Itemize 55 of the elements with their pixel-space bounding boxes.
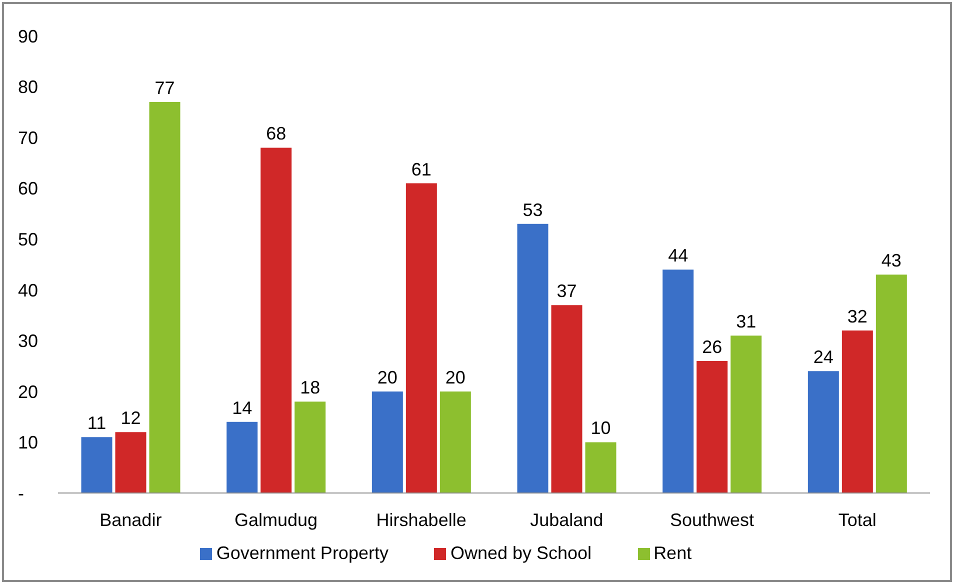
data-label: 44 <box>668 246 688 266</box>
data-label: 77 <box>154 78 175 98</box>
bar <box>730 336 762 493</box>
bar <box>662 270 694 493</box>
y-tick-label: 60 <box>18 178 38 199</box>
y-tick-label: 30 <box>18 331 38 352</box>
legend-label: Rent <box>654 543 692 563</box>
bar <box>81 437 112 493</box>
data-label: 18 <box>300 378 320 398</box>
x-tick-label: Southwest <box>670 510 754 530</box>
bar <box>149 102 180 493</box>
y-tick-label: 50 <box>18 230 38 250</box>
bar <box>551 305 582 493</box>
y-tick-label: 40 <box>18 280 38 300</box>
data-label: 53 <box>522 200 543 220</box>
bar <box>842 330 873 493</box>
data-label: 12 <box>120 408 141 428</box>
bar <box>226 422 258 493</box>
y-tick-label: 90 <box>18 26 38 46</box>
bar <box>294 402 326 493</box>
data-label: 24 <box>813 347 834 368</box>
bar <box>115 432 146 493</box>
x-tick-label: Total <box>838 510 876 530</box>
y-tick-label: 10 <box>18 432 38 453</box>
data-label: 14 <box>232 398 252 418</box>
bar <box>406 183 437 493</box>
x-tick-label: Galmudug <box>234 510 318 530</box>
legend-label: Owned by School <box>450 543 592 563</box>
x-tick-label: Jubaland <box>530 510 604 530</box>
data-label: 20 <box>445 367 466 388</box>
data-label: 10 <box>590 418 611 438</box>
y-tick-label: 20 <box>18 382 38 402</box>
data-label: 43 <box>881 250 902 271</box>
bar <box>372 391 403 493</box>
data-label: 68 <box>266 124 286 144</box>
bar <box>585 442 616 493</box>
data-label: 20 <box>377 367 398 388</box>
legend-label: Government Property <box>216 543 388 563</box>
bar <box>808 371 839 493</box>
data-label: 26 <box>702 336 722 357</box>
bar <box>876 274 907 493</box>
y-tick-label: 80 <box>18 77 38 98</box>
data-label: 31 <box>736 312 756 332</box>
data-label: 11 <box>87 413 106 434</box>
data-label: 32 <box>847 306 868 327</box>
bar <box>440 391 471 493</box>
bar <box>517 224 548 493</box>
bar <box>696 360 728 493</box>
x-tick-label: Hirshabelle <box>376 510 466 530</box>
bar <box>260 148 292 493</box>
y-tick-label: 70 <box>18 128 38 148</box>
x-tick-label: Banadir <box>100 510 162 530</box>
data-label: 61 <box>411 159 432 180</box>
data-label: 37 <box>556 281 577 302</box>
y-tick-label: - <box>18 483 24 504</box>
